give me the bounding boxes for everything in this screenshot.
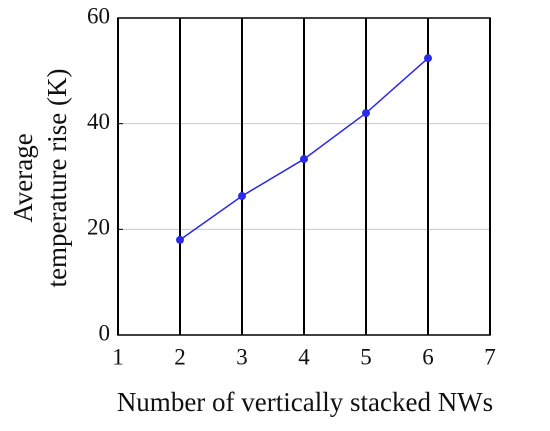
x-tick-label: 1 — [112, 344, 124, 369]
y-axis-label: temperature rise (K) — [42, 69, 72, 288]
data-point — [424, 54, 432, 63]
y-tick-label: 40 — [87, 109, 110, 134]
x-tick-label: 7 — [484, 344, 496, 369]
plot-frame — [117, 17, 491, 336]
x-tick-label: 2 — [174, 344, 186, 369]
data-point — [238, 192, 246, 201]
y-tick-label: 0 — [99, 320, 111, 345]
data-point — [176, 235, 184, 244]
data-point — [362, 109, 370, 118]
x-tick-label: 3 — [236, 344, 248, 369]
y-tick-label: 20 — [87, 215, 110, 240]
x-axis-label: Number of vertically stacked NWs — [117, 387, 493, 417]
x-tick-label: 5 — [360, 344, 372, 369]
y-axis-label: Average — [8, 133, 38, 222]
y-tick-label: 60 — [87, 3, 110, 28]
x-tick-label: 4 — [298, 344, 310, 369]
data-point — [300, 155, 308, 164]
x-tick-label: 6 — [422, 344, 434, 369]
